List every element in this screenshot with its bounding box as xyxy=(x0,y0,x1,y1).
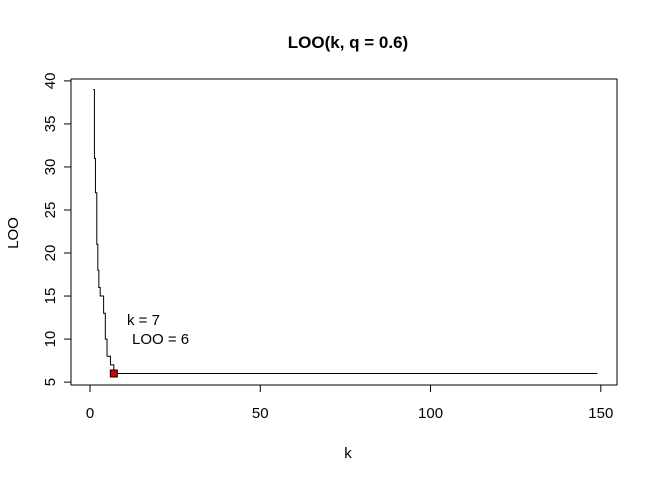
x-axis: 0 50 100 150 xyxy=(86,384,613,422)
y-tick-label: 5 xyxy=(42,378,59,386)
marker-layer xyxy=(109,369,118,378)
x-axis-label: k xyxy=(344,445,352,462)
annotation-loo: LOO = 6 xyxy=(132,331,189,348)
loo-step-line xyxy=(93,89,598,374)
y-axis-label: LOO xyxy=(5,217,22,249)
optimal-k-marker xyxy=(109,369,118,378)
y-axis: 5 10 15 20 25 30 35 40 xyxy=(42,73,72,386)
y-tick-label: 10 xyxy=(42,331,59,348)
x-tick-label: 100 xyxy=(418,405,443,422)
y-tick-label: 35 xyxy=(42,116,59,133)
x-tick-label: 50 xyxy=(252,405,269,422)
y-tick-label: 25 xyxy=(42,202,59,219)
y-tick-label: 40 xyxy=(42,73,59,90)
x-tick-label: 150 xyxy=(588,405,613,422)
y-tick-label: 30 xyxy=(42,159,59,176)
annotation-k: k = 7 xyxy=(127,312,160,329)
series-layer xyxy=(93,89,598,374)
y-tick-label: 20 xyxy=(42,245,59,262)
x-tick-label: 0 xyxy=(86,405,94,422)
chart-title: LOO(k, q = 0.6) xyxy=(288,33,408,52)
y-tick-label: 15 xyxy=(42,288,59,305)
